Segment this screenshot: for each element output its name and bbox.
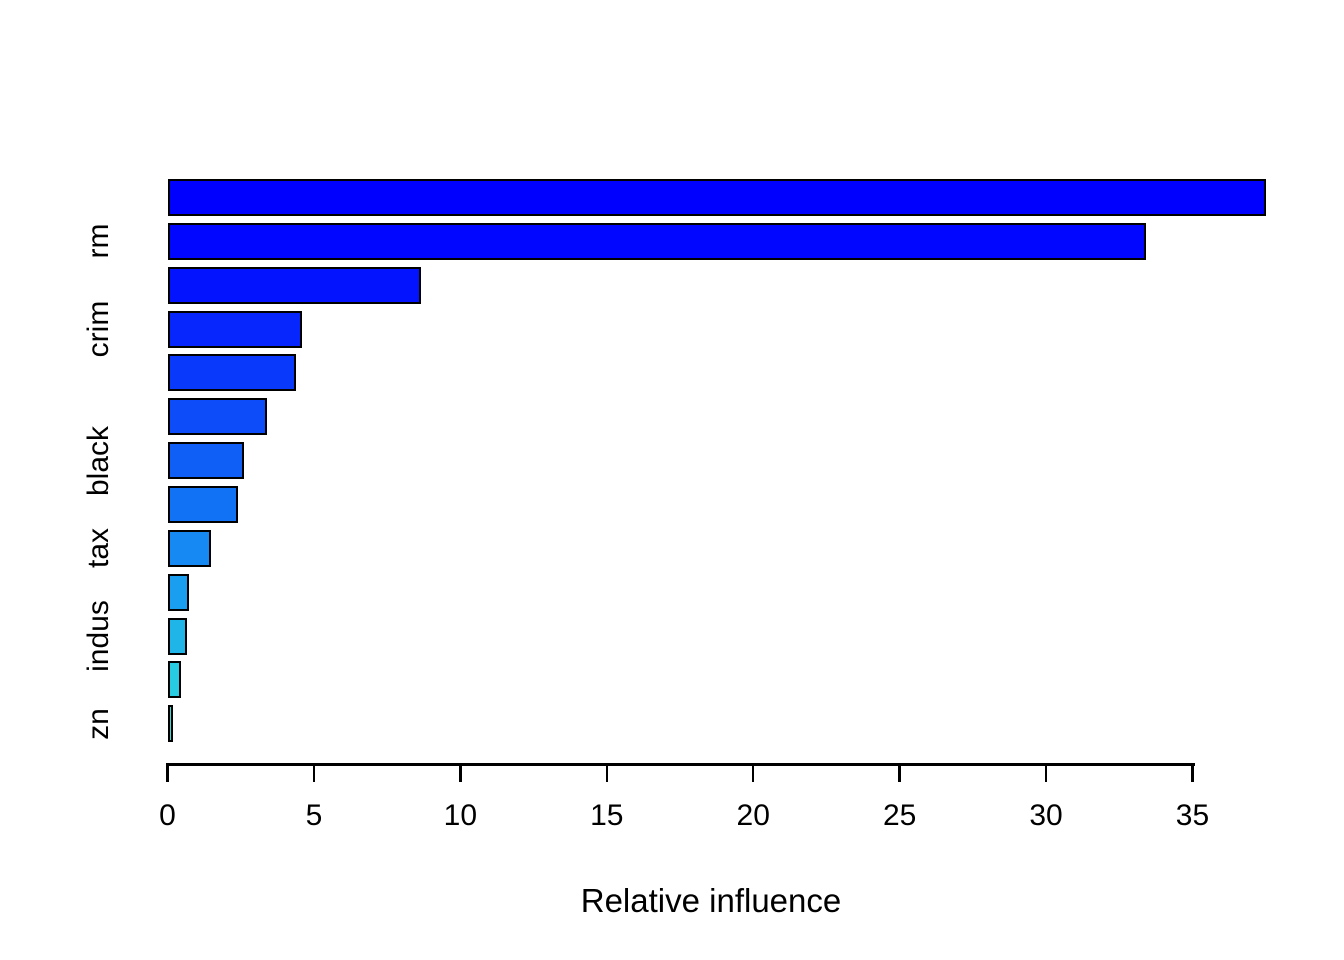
y-axis-label-zn: zn — [82, 707, 115, 740]
x-tick-label-25: 25 — [882, 799, 917, 832]
bar-tax — [167, 529, 212, 567]
bar-zn — [167, 705, 174, 743]
x-tick-0 — [166, 765, 169, 782]
bar-rank-10 — [167, 573, 190, 611]
bar-rm — [167, 222, 1146, 260]
y-axis-label-crim: crim — [82, 300, 115, 358]
y-axis-label-tax: tax — [82, 528, 115, 569]
x-tick-label-15: 15 — [590, 799, 624, 832]
x-tick-15 — [605, 765, 609, 782]
x-tick-30 — [1044, 765, 1048, 782]
x-axis-line — [166, 763, 1195, 766]
y-axis-label-indus: indus — [82, 600, 115, 672]
bar-rank-1 — [167, 179, 1266, 216]
bar-crim — [167, 310, 303, 348]
x-axis-title: Relative influence — [580, 882, 842, 919]
x-tick-label-20: 20 — [736, 799, 770, 832]
x-tick-35 — [1191, 765, 1194, 782]
x-tick-label-5: 5 — [305, 799, 323, 832]
bar-indus — [167, 617, 188, 655]
x-tick-10 — [459, 765, 462, 782]
bar-rank-6 — [167, 398, 268, 436]
y-axis-label-rm: rm — [82, 223, 115, 259]
x-tick-label-35: 35 — [1175, 799, 1210, 832]
bar-rank-5 — [167, 354, 297, 392]
x-tick-label-10: 10 — [443, 799, 478, 832]
x-tick-label-0: 0 — [159, 799, 176, 832]
bar-rank-12 — [167, 661, 181, 699]
y-axis-label-black: black — [82, 425, 115, 496]
x-tick-5 — [312, 765, 316, 782]
bar-black — [167, 442, 244, 480]
x-tick-25 — [898, 765, 901, 782]
x-tick-20 — [751, 765, 755, 782]
bar-rank-8 — [167, 485, 238, 523]
bar-rank-3 — [167, 266, 421, 304]
x-tick-label-30: 30 — [1029, 799, 1063, 832]
